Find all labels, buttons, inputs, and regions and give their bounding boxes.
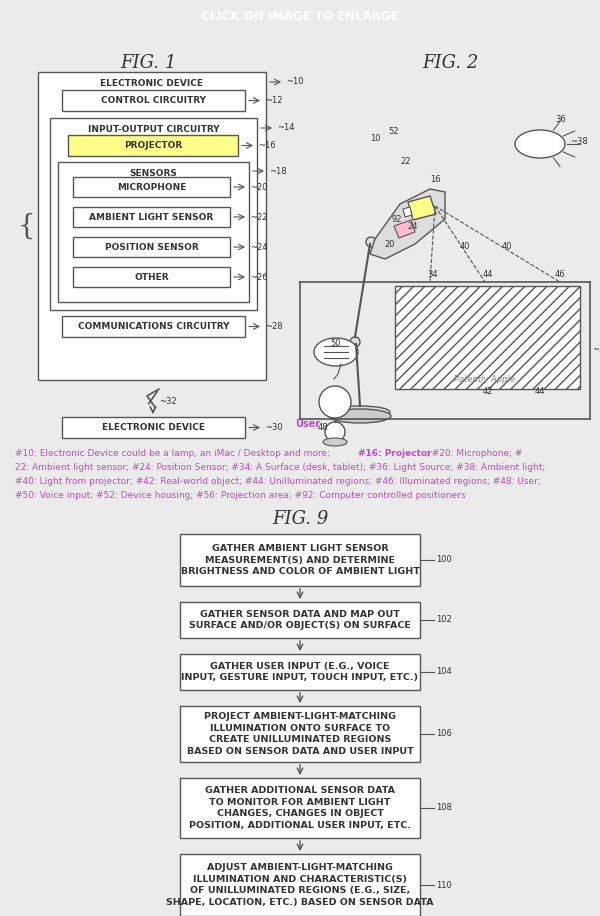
Text: 102: 102: [436, 616, 452, 625]
Text: 92: 92: [392, 215, 403, 224]
Text: INPUT-OUTPUT CIRCUITRY: INPUT-OUTPUT CIRCUITRY: [88, 125, 220, 135]
Text: COMMUNICATIONS CIRCUITRY: COMMUNICATIONS CIRCUITRY: [78, 322, 229, 331]
Text: ELECTRONIC DEVICE: ELECTRONIC DEVICE: [102, 423, 205, 432]
Polygon shape: [370, 189, 445, 259]
Circle shape: [325, 422, 345, 442]
Text: FIG. 9: FIG. 9: [272, 510, 328, 528]
Text: ~14: ~14: [277, 124, 295, 133]
Ellipse shape: [323, 438, 347, 446]
Text: 46: 46: [555, 270, 566, 279]
Bar: [180, 534, 420, 586]
Text: 34: 34: [427, 270, 437, 279]
Text: 110: 110: [436, 880, 452, 889]
Text: 50: 50: [331, 340, 341, 348]
Polygon shape: [408, 196, 436, 220]
Text: 40: 40: [460, 242, 470, 251]
Ellipse shape: [314, 338, 358, 366]
Text: 16: 16: [430, 175, 440, 184]
Text: 20: 20: [384, 240, 395, 249]
Text: GATHER ADDITIONAL SENSOR DATA
TO MONITOR FOR AMBIENT LIGHT
CHANGES, CHANGES IN O: GATHER ADDITIONAL SENSOR DATA TO MONITOR…: [189, 786, 411, 830]
Bar: [180, 706, 420, 762]
Text: 22: 22: [400, 157, 410, 166]
Text: FIG. 1: FIG. 1: [120, 54, 176, 72]
Text: CONTROL CIRCUITRY: CONTROL CIRCUITRY: [101, 96, 206, 105]
Text: ~20: ~20: [250, 182, 268, 191]
Bar: [180, 654, 420, 690]
Text: User: User: [295, 419, 320, 429]
Text: ~32: ~32: [159, 397, 176, 406]
Text: MICROPHONE: MICROPHONE: [117, 182, 186, 191]
Text: ~22: ~22: [250, 213, 268, 222]
Text: ELECTRONIC DEVICE: ELECTRONIC DEVICE: [101, 80, 203, 89]
Ellipse shape: [515, 130, 565, 158]
Text: ~30: ~30: [265, 423, 283, 432]
Text: 44: 44: [535, 387, 545, 396]
Circle shape: [350, 337, 360, 347]
Text: ADJUST AMBIENT-LIGHT-MATCHING
ILLUMINATION AND CHARACTERISTIC(S)
OF UNILLUMINATE: ADJUST AMBIENT-LIGHT-MATCHING ILLUMINATI…: [166, 863, 434, 907]
Text: ~16: ~16: [258, 141, 275, 150]
Text: ~18: ~18: [269, 167, 287, 176]
Text: 40: 40: [502, 242, 512, 251]
Text: CLICK ON IMAGE TO ENLARGE: CLICK ON IMAGE TO ENLARGE: [201, 10, 399, 24]
Text: Patently Apple: Patently Apple: [455, 375, 515, 384]
Text: 36: 36: [555, 115, 566, 124]
Text: 52: 52: [388, 127, 398, 136]
Text: ~10: ~10: [286, 78, 304, 86]
Text: #10: Electronic Device could be a lamp, an iMac / Desktop and more;: #10: Electronic Device could be a lamp, …: [15, 449, 333, 458]
Text: 42: 42: [483, 387, 493, 396]
Bar: [180, 778, 420, 838]
Text: 24: 24: [407, 222, 418, 231]
Text: GATHER USER INPUT (E.G., VOICE
INPUT, GESTURE INPUT, TOUCH INPUT, ETC.): GATHER USER INPUT (E.G., VOICE INPUT, GE…: [181, 661, 419, 682]
Text: #50: Voice input; #52: Device housing; #56: Projection area; #92: Computer contr: #50: Voice input; #52: Device housing; #…: [15, 491, 466, 500]
Text: FIG. 2: FIG. 2: [422, 54, 478, 72]
Bar: [73, 177, 230, 197]
Text: #40: Light from projector; #42: Real-world object; #44: Unilluminated regions; #: #40: Light from projector; #42: Real-wor…: [15, 477, 541, 486]
Text: PROJECT AMBIENT-LIGHT-MATCHING
ILLUMINATION ONTO SURFACE TO
CREATE UNILLUMINATED: PROJECT AMBIENT-LIGHT-MATCHING ILLUMINAT…: [187, 712, 413, 757]
Polygon shape: [403, 207, 412, 217]
Bar: [38, 72, 266, 380]
Text: ~26: ~26: [250, 272, 268, 281]
Text: 48: 48: [318, 423, 329, 432]
Text: 104: 104: [436, 668, 452, 677]
Bar: [180, 602, 420, 638]
Text: POSITION SENSOR: POSITION SENSOR: [104, 243, 199, 252]
Text: ~28: ~28: [265, 322, 283, 331]
Text: ~12: ~12: [265, 96, 283, 105]
Text: SENSORS: SENSORS: [130, 169, 178, 178]
Ellipse shape: [329, 409, 391, 423]
Text: ~38: ~38: [570, 137, 588, 146]
Bar: [58, 162, 249, 302]
Text: 44: 44: [483, 270, 493, 279]
Text: #16: Projector: #16: Projector: [358, 449, 431, 458]
Circle shape: [366, 237, 376, 247]
Bar: [395, 286, 580, 389]
Bar: [62, 316, 245, 337]
Ellipse shape: [330, 406, 390, 418]
Text: ~36: ~36: [592, 344, 600, 354]
Bar: [50, 118, 257, 310]
Bar: [73, 267, 230, 287]
Text: ~24: ~24: [250, 243, 268, 252]
Text: 100: 100: [436, 555, 452, 564]
Circle shape: [319, 386, 351, 418]
Bar: [62, 90, 245, 111]
Text: AMBIENT LIGHT SENSOR: AMBIENT LIGHT SENSOR: [89, 213, 214, 222]
Text: OTHER: OTHER: [134, 272, 169, 281]
Bar: [62, 417, 245, 438]
Text: 108: 108: [436, 803, 452, 812]
Text: ; #20: Microphone; #: ; #20: Microphone; #: [426, 449, 523, 458]
Bar: [180, 854, 420, 916]
Bar: [73, 237, 230, 257]
Text: PROJECTOR: PROJECTOR: [124, 141, 182, 150]
Polygon shape: [394, 220, 415, 238]
Bar: [73, 207, 230, 227]
Text: 10: 10: [370, 134, 380, 143]
Text: 106: 106: [436, 729, 452, 738]
Text: GATHER AMBIENT LIGHT SENSOR
MEASUREMENT(S) AND DETERMINE
BRIGHTNESS AND COLOR OF: GATHER AMBIENT LIGHT SENSOR MEASUREMENT(…: [181, 544, 419, 576]
Text: 22: Ambient light sensor; #24: Position Sensor; #34: A Surface (desk, tablet); #: 22: Ambient light sensor; #24: Position …: [15, 463, 545, 472]
Text: {: {: [17, 213, 35, 239]
Bar: [68, 135, 238, 156]
Text: GATHER SENSOR DATA AND MAP OUT
SURFACE AND/OR OBJECT(S) ON SURFACE: GATHER SENSOR DATA AND MAP OUT SURFACE A…: [189, 610, 411, 630]
